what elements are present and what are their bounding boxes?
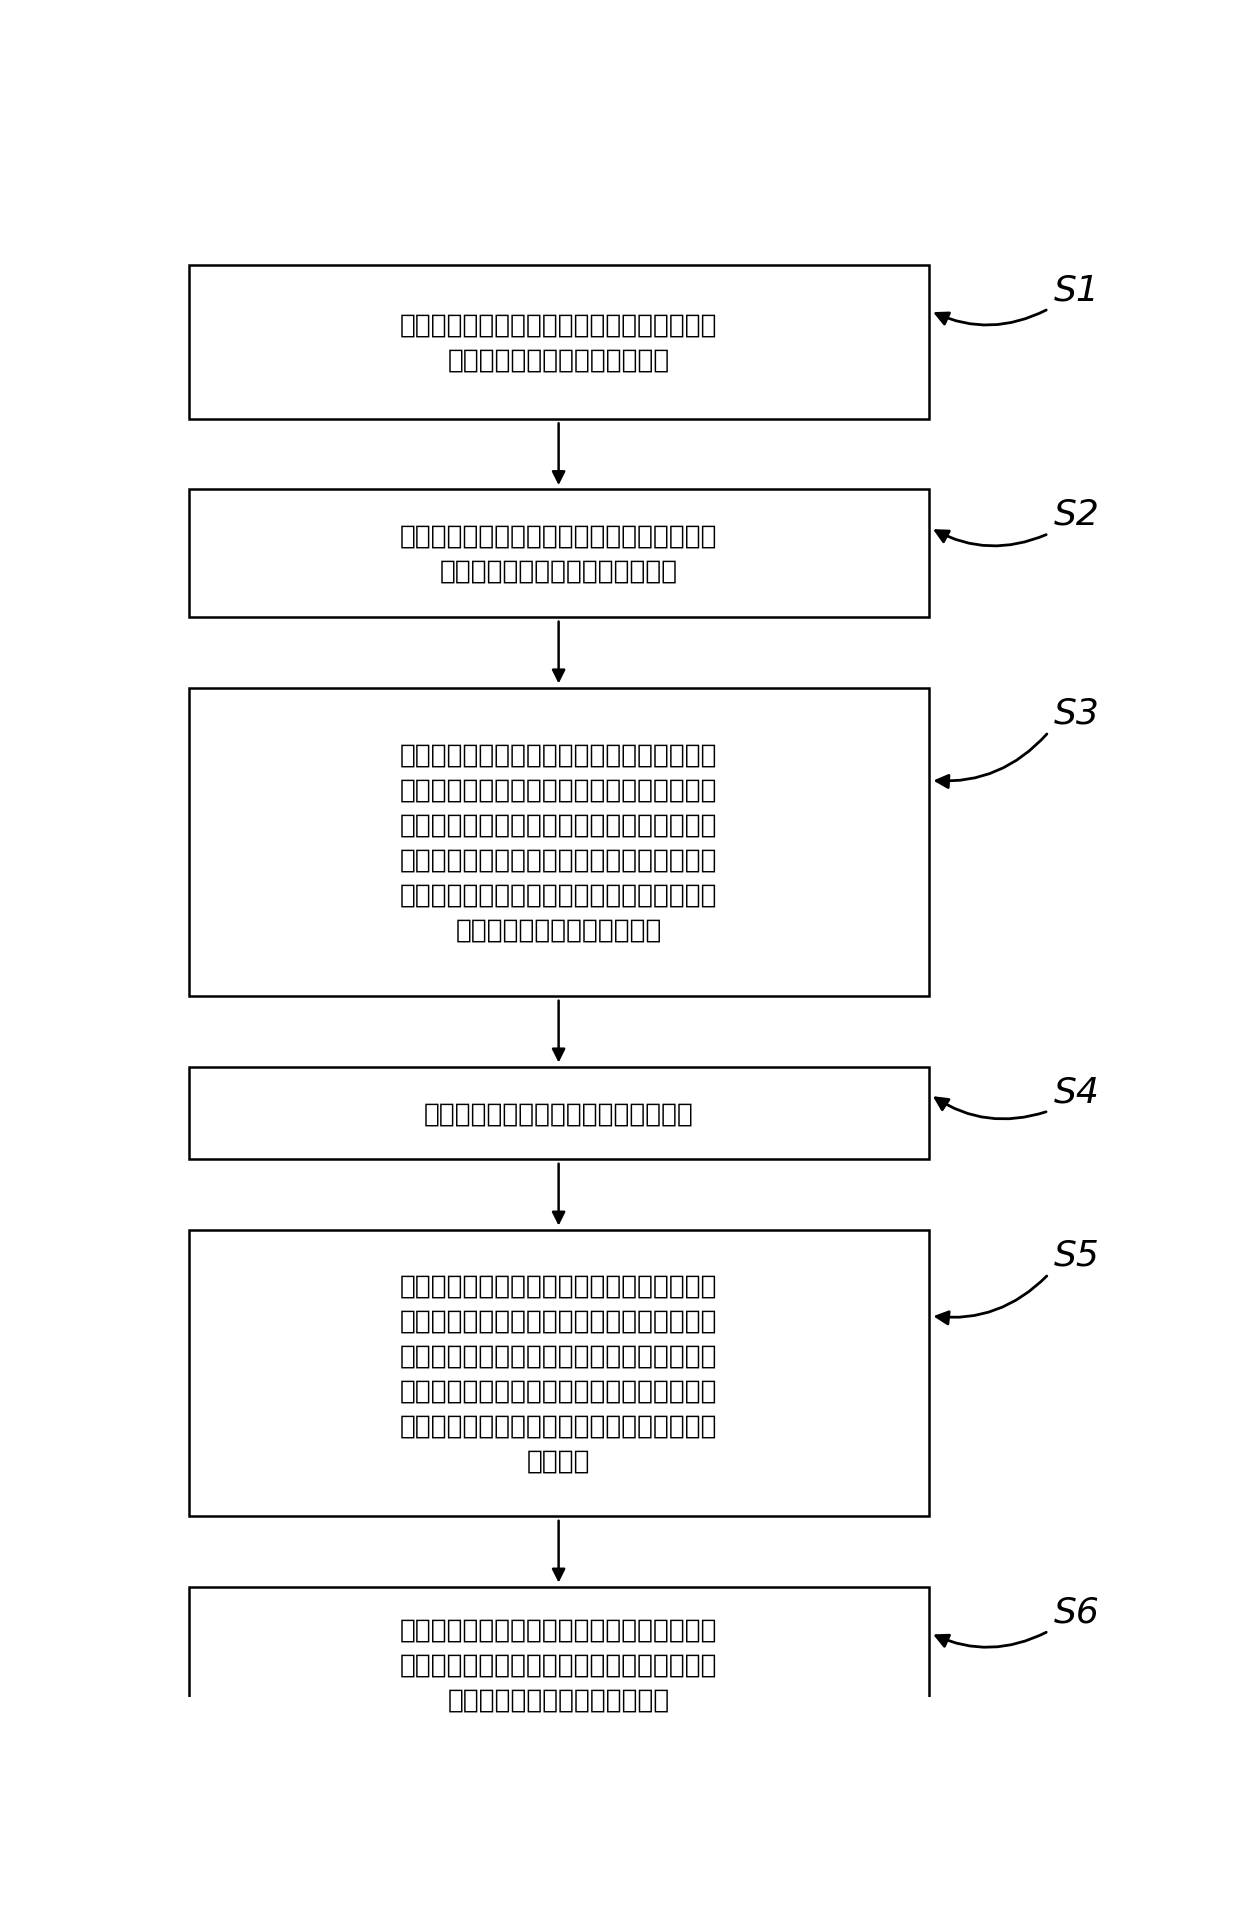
Bar	[188, 1587, 929, 1741]
Text: S5: S5	[1054, 1238, 1100, 1272]
Text: 对该第一配向剂区域的配向剂进行配向: 对该第一配向剂区域的配向剂进行配向	[424, 1100, 693, 1127]
Text: 对该第二子配向剂区域的配向剂进行配向，其
中，该第一子配向区域的配向剂的配向方向的
延伸方向与该第二子配向区域的配向剂的配向
方向的延伸方向相交于该透镜单元的该: 对该第二子配向剂区域的配向剂进行配向，其 中，该第一子配向区域的配向剂的配向方向…	[399, 1274, 718, 1474]
Text: 提供第一基板和第二基板，以及夹持在该第一
基板与该第二基板之间的液晶层: 提供第一基板和第二基板，以及夹持在该第一 基板与该第二基板之间的液晶层	[399, 313, 718, 374]
Text: 在该第二基板上形成第二电极层，在该第二电
极层上形成第二配向剂层，并固化，然后对该
第二配向剂层的配向剂进行配向: 在该第二基板上形成第二电极层，在该第二电 极层上形成第二配向剂层，并固化，然后对…	[399, 1617, 718, 1712]
Text: S3: S3	[1054, 696, 1100, 730]
Text: S6: S6	[1054, 1594, 1100, 1629]
Text: S4: S4	[1054, 1076, 1100, 1108]
Text: 该液晶透镜包括多个透镜单元，每个透镜单元
对应的该第一配向剂层分为第一子配向剂区域
和第二子配向剂区域，该第一配向剂层与该透
镜单元的中心线所在平面相交，该第一: 该液晶透镜包括多个透镜单元，每个透镜单元 对应的该第一配向剂层分为第一子配向剂区…	[399, 742, 718, 944]
Bar	[188, 265, 929, 420]
Text: S1: S1	[1054, 273, 1100, 307]
Text: 在该第一基板上形成第一电极层，在该第一电
极层上形成第一配向剂层，并固化: 在该第一基板上形成第一电极层，在该第一电 极层上形成第一配向剂层，并固化	[399, 524, 718, 585]
Bar	[188, 490, 929, 618]
Bar	[188, 1068, 929, 1159]
Text: S2: S2	[1054, 498, 1100, 532]
Bar	[188, 688, 929, 997]
Bar	[188, 1230, 929, 1516]
